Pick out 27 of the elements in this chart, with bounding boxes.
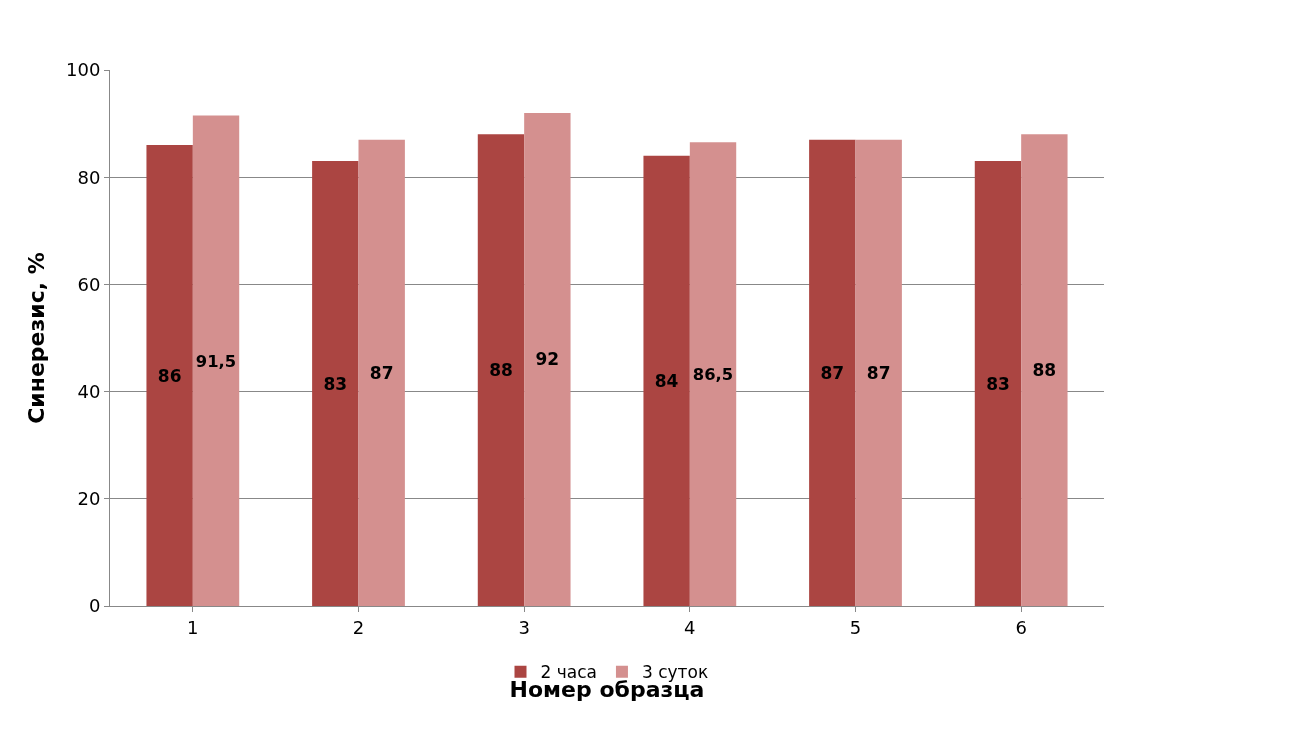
x-tick-label: 3 (518, 616, 530, 638)
data-label: 86 (157, 365, 182, 386)
y-tick-label: 100 (66, 59, 101, 81)
data-label: 87 (820, 362, 845, 383)
data-label: 88 (1032, 360, 1057, 381)
data-label: 88 (489, 360, 513, 381)
data-label: 87 (369, 362, 394, 383)
data-label: 91,5 (195, 351, 237, 371)
legend-label: 2 часа (540, 662, 597, 683)
x-tick-label: 2 (352, 616, 365, 638)
y-tick-label: 60 (77, 273, 101, 295)
data-label: 83 (986, 373, 1010, 394)
legend-label: 3 суток (641, 662, 709, 683)
x-tick-label: 5 (849, 616, 862, 638)
x-tick-label: 4 (684, 616, 696, 638)
x-tick-label: 1 (187, 616, 199, 638)
data-label: 86,5 (692, 364, 734, 384)
data-label: 92 (535, 349, 560, 370)
data-label: 84 (654, 370, 679, 391)
data-label: 83 (323, 373, 348, 394)
y-tick-label: 80 (77, 166, 101, 188)
x-tick-label: 6 (1015, 616, 1027, 638)
y-tick-label: 40 (77, 380, 101, 402)
y-tick-label: 20 (77, 488, 101, 510)
data-label: 87 (866, 362, 891, 383)
y-axis-title: Синерезис, % (23, 252, 49, 424)
y-tick-label: 0 (88, 595, 101, 617)
